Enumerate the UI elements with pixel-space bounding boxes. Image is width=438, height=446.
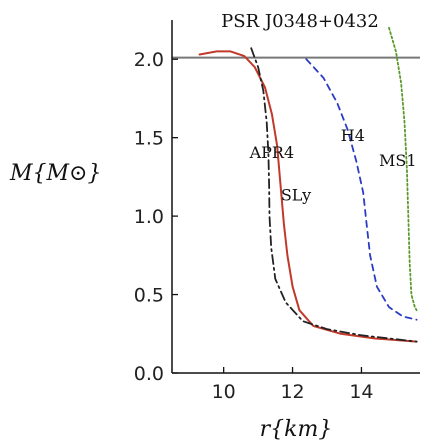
curve-label-ms1: MS1 [379, 151, 417, 170]
y-tick-label: 1.0 [134, 206, 164, 228]
reference-line-layer: PSR J0348+0432 [172, 11, 420, 59]
x-tick-label: 10 [212, 381, 236, 403]
curve-label-apr4: APR4 [249, 143, 295, 162]
y-tick-label: 0.0 [134, 363, 164, 385]
axes-layer: 0.0 0.5 1.0 1.5 2.0 10 12 14 r{km} M{M⊙} [9, 20, 420, 442]
y-tick-label: 2.0 [134, 49, 164, 71]
labels-layer: APR4 SLy H4 MS1 [249, 126, 417, 205]
series-h4-line [305, 58, 418, 321]
x-tick-label: 14 [349, 381, 373, 403]
y-tick-label: 1.5 [134, 128, 164, 150]
y-axis-title: M{M⊙} [9, 161, 101, 186]
series-ms1-line [388, 26, 418, 312]
curves-layer [198, 26, 418, 343]
curve-label-h4: H4 [341, 126, 365, 145]
x-tick-label: 12 [280, 381, 304, 403]
y-tick-label: 0.5 [134, 285, 164, 307]
x-axis-title: r{km} [260, 417, 333, 442]
series-apr4-line [250, 47, 418, 343]
reference-line-label: PSR J0348+0432 [221, 11, 379, 32]
curve-label-sly: SLy [281, 185, 311, 204]
